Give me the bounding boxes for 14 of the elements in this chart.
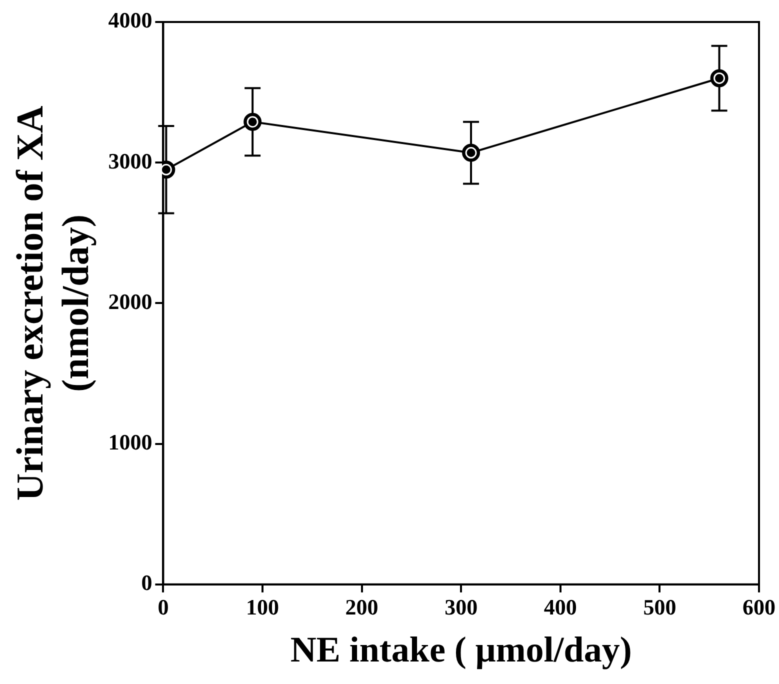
x-axis-title: NE intake ( μmol/day) xyxy=(290,630,632,670)
y-tick-label: 3000 xyxy=(108,148,152,174)
x-tick-label: 200 xyxy=(345,594,378,620)
y-tick-label: 1000 xyxy=(108,429,152,454)
x-tick-label: 0 xyxy=(158,594,169,620)
y-tick-label: 4000 xyxy=(108,8,152,33)
x-tick-label: 600 xyxy=(742,594,776,620)
y-tick-label: 0 xyxy=(141,570,152,596)
x-tick-label: 300 xyxy=(444,594,478,620)
x-tick-label: 100 xyxy=(246,594,279,620)
y-axis-title: Urinary excretion of XA (nmol/day) xyxy=(10,105,98,501)
x-tick-label: 400 xyxy=(544,594,577,620)
x-tick-label: 500 xyxy=(643,594,676,620)
y-tick-label: 2000 xyxy=(108,288,152,314)
